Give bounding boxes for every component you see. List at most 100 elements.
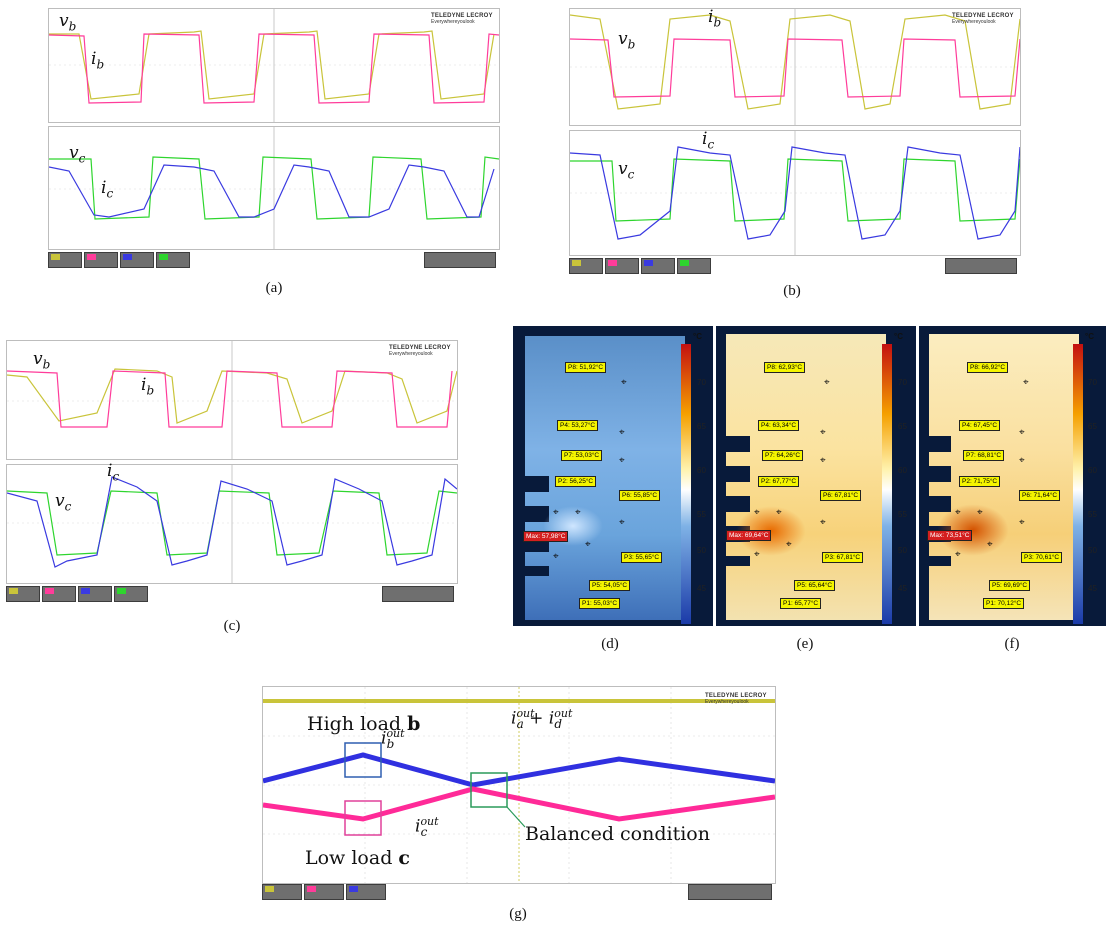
status-a-right — [424, 252, 496, 270]
status-c-right — [382, 586, 454, 604]
label-b-vb-main: v — [618, 29, 628, 49]
cbar-d-tick: 55 — [697, 510, 706, 519]
scope-a-bottom-plot — [49, 127, 499, 249]
marker-f: ⌖ — [955, 507, 961, 518]
label-c-ib-main: i — [141, 375, 147, 395]
trace-c-ib — [7, 370, 453, 428]
caption-c: (c) — [223, 618, 241, 634]
marker-f: ⌖ — [1019, 455, 1025, 466]
cbar-e-tick: 70 — [898, 378, 907, 387]
label-c-vb: vb — [33, 349, 50, 371]
tag-d-p3: P3: 55,65°C — [621, 552, 663, 563]
label-c-ib-sub: b — [146, 383, 155, 398]
label-b-ib-main: i — [708, 7, 714, 27]
label-g-ib-out-sub: b — [386, 737, 395, 752]
label-c-ic-main: i — [107, 461, 113, 481]
scope-c-bottom: ic vc — [6, 461, 458, 584]
trace-a-vc — [49, 156, 499, 220]
pointer-g-balanced — [506, 806, 526, 828]
marker-e: ⌖ — [820, 455, 826, 466]
chip-timebase — [688, 884, 772, 900]
tag-f-p2: P2: 71,75°C — [959, 476, 1001, 487]
label-a-ib-sub: b — [96, 57, 105, 72]
scope-c-top-plot — [7, 341, 457, 459]
scope-a-top-plot — [49, 9, 499, 122]
thermal-e: P8: 62,93°C P4: 63,34°C P7: 64,26°C P2: … — [716, 326, 916, 626]
tag-f-p4: P4: 67,45°C — [959, 420, 1001, 431]
label-g-sum-d: i — [548, 708, 555, 729]
marker-d: ⌖ — [553, 507, 559, 518]
label-a-ic-main: i — [101, 178, 107, 198]
chip-timebase — [382, 586, 454, 602]
chip-c1 — [262, 884, 302, 900]
label-c-vb-main: v — [33, 349, 43, 369]
cbar-e-unit: °C — [894, 332, 903, 341]
scope-g-plot — [263, 687, 775, 883]
label-b-vb: vb — [618, 29, 635, 51]
chip-c3 — [78, 586, 112, 602]
tag-f-p7: P7: 68,81°C — [963, 450, 1005, 461]
marker-d: ⌖ — [619, 517, 625, 528]
cbar-e-tick: 45 — [898, 584, 907, 593]
tag-e-p5: P5: 65,64°C — [794, 580, 836, 591]
label-c-ic: ic — [107, 461, 119, 483]
label-g-low-load: Low load c — [305, 847, 410, 869]
chip-c3 — [120, 252, 154, 268]
marker-d: ⌖ — [575, 507, 581, 518]
label-g-ib-out-main: i — [381, 728, 387, 749]
label-c-vb-sub: b — [42, 357, 51, 372]
brand-name: TELEDYNE LECROY — [952, 13, 1014, 19]
label-g-ic-out-main: i — [415, 816, 421, 837]
status-a — [48, 252, 190, 270]
panel-g: TELEDYNE LECROY Everywhereyoulook High lo… — [262, 686, 777, 908]
chip-c3 — [346, 884, 386, 900]
cbar-f-tick: 55 — [1088, 510, 1097, 519]
panel-a: TELEDYNE LECROY Everywhereyoulook vb ib v… — [48, 8, 500, 270]
label-a-vb-sub: b — [68, 19, 77, 34]
label-b-ic-main: i — [702, 129, 708, 149]
chip-c2 — [84, 252, 118, 268]
trace-b-ic — [570, 146, 1020, 240]
status-b — [569, 258, 711, 276]
label-c-ic-sub: c — [112, 469, 120, 484]
label-b-vc: vc — [618, 159, 634, 181]
trace-c-vc — [7, 490, 457, 556]
label-g-low-load-text: Low load — [305, 847, 399, 869]
label-g-sum-plus: + — [523, 708, 549, 729]
marker-f: ⌖ — [955, 549, 961, 560]
tag-d-p1: P1: 55,03°C — [579, 598, 621, 609]
trace-a-vb — [49, 30, 495, 100]
chip-c4 — [156, 252, 190, 268]
label-a-vc-sub: c — [78, 151, 86, 166]
cbar-e-tick: 50 — [898, 546, 907, 555]
status-c — [6, 586, 148, 604]
label-g-sum-d-sub: d — [554, 717, 563, 732]
marker-f: ⌖ — [987, 539, 993, 550]
label-g-ib-out: ioutb — [381, 727, 405, 752]
chip-c4 — [114, 586, 148, 602]
trace-g-ib-out — [263, 752, 775, 788]
chip-c1 — [569, 258, 603, 274]
cbar-d-tick: 50 — [697, 546, 706, 555]
label-b-vc-main: v — [618, 159, 628, 179]
thermal-f: P8: 66,92°C P4: 67,45°C P7: 68,81°C P2: … — [919, 326, 1106, 626]
label-a-vb-main: v — [59, 11, 69, 31]
marker-d: ⌖ — [621, 377, 627, 388]
caption-f: (f) — [1004, 636, 1020, 652]
caption-e: (e) — [796, 636, 814, 652]
marker-e: ⌖ — [786, 539, 792, 550]
label-g-sum-a: i — [511, 708, 517, 729]
brand-name: TELEDYNE LECROY — [389, 345, 451, 351]
label-g-sum-d-sup: out — [554, 707, 573, 720]
scope-c-top: TELEDYNE LECROY Everywhereyoulook vb ib — [6, 340, 458, 460]
tag-f-p3: P3: 70,61°C — [1021, 552, 1063, 563]
chip-c1 — [48, 252, 82, 268]
tag-f-p6: P6: 71,64°C — [1019, 490, 1061, 501]
marker-d: ⌖ — [585, 539, 591, 550]
marker-d: ⌖ — [619, 427, 625, 438]
trace-b-vb — [570, 14, 1020, 110]
caption-b: (b) — [783, 283, 801, 299]
tag-e-p3: P3: 67,81°C — [822, 552, 864, 563]
trace-b-vc — [570, 158, 1020, 222]
cbar-d-tick: 70 — [697, 378, 706, 387]
